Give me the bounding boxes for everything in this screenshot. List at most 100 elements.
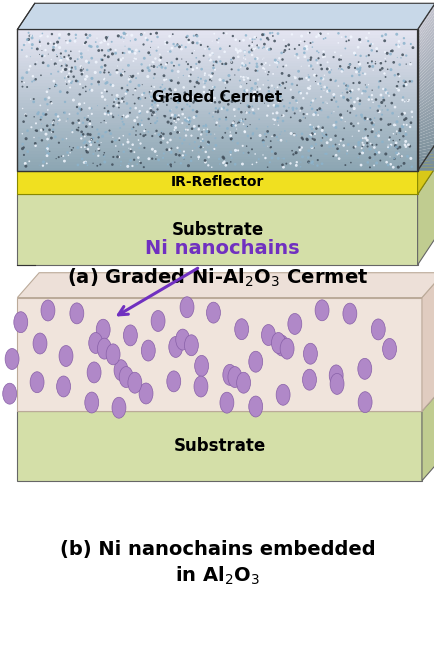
Ellipse shape	[87, 362, 101, 383]
Point	[326, 75, 333, 85]
Point	[42, 109, 49, 120]
Point	[372, 147, 379, 158]
Point	[166, 75, 173, 85]
Point	[87, 137, 94, 147]
Point	[247, 86, 254, 96]
Point	[86, 84, 93, 95]
Point	[363, 157, 370, 167]
Point	[178, 40, 185, 50]
Point	[191, 95, 197, 106]
Point	[151, 109, 158, 120]
Point	[18, 77, 25, 87]
Point	[46, 84, 53, 94]
Point	[31, 75, 38, 86]
Point	[77, 106, 84, 116]
Point	[182, 124, 189, 135]
Point	[381, 101, 388, 111]
Point	[187, 116, 194, 126]
Point	[153, 28, 160, 39]
Point	[38, 45, 45, 56]
Point	[214, 105, 221, 115]
Point	[125, 60, 132, 71]
Point	[151, 69, 158, 79]
Point	[328, 95, 335, 105]
Point	[401, 136, 408, 146]
Point	[81, 142, 88, 152]
Point	[135, 93, 142, 103]
Point	[88, 41, 95, 52]
Point	[120, 33, 127, 43]
Point	[57, 61, 64, 72]
Point	[240, 148, 247, 158]
Point	[238, 159, 245, 169]
Point	[157, 52, 164, 63]
Point	[102, 60, 108, 71]
Point	[98, 45, 105, 56]
Point	[297, 61, 304, 71]
Point	[84, 114, 91, 125]
Point	[316, 78, 323, 89]
Point	[101, 103, 108, 113]
Point	[200, 124, 207, 135]
Point	[78, 69, 85, 79]
Point	[359, 114, 366, 124]
Point	[103, 127, 110, 137]
Point	[408, 43, 415, 53]
Point	[386, 49, 393, 60]
Point	[232, 43, 239, 53]
Point	[368, 45, 375, 56]
Point	[34, 44, 41, 54]
Point	[195, 152, 202, 162]
Point	[303, 88, 310, 99]
Point	[132, 34, 138, 44]
Point	[282, 77, 289, 87]
Point	[251, 84, 258, 95]
Point	[237, 98, 243, 109]
Point	[276, 80, 283, 90]
Point	[395, 71, 402, 82]
Point	[22, 110, 29, 120]
Point	[123, 29, 130, 40]
Point	[281, 45, 288, 56]
Point	[238, 58, 245, 69]
Point	[344, 139, 351, 150]
Point	[219, 133, 226, 143]
Point	[248, 144, 255, 154]
Point	[361, 69, 368, 79]
Point	[293, 157, 299, 167]
Point	[114, 61, 121, 71]
Point	[78, 142, 85, 152]
Point	[150, 57, 157, 67]
Point	[190, 31, 197, 41]
Point	[154, 104, 161, 114]
Point	[263, 162, 270, 173]
Point	[148, 131, 155, 141]
Point	[39, 109, 46, 119]
Point	[254, 75, 261, 85]
Point	[288, 79, 295, 90]
Point	[204, 124, 210, 135]
Polygon shape	[17, 141, 417, 145]
Point	[160, 71, 167, 81]
Point	[227, 132, 234, 143]
Point	[392, 39, 399, 50]
Point	[53, 109, 59, 120]
Point	[108, 90, 115, 100]
Polygon shape	[417, 137, 434, 145]
Point	[337, 64, 344, 75]
Point	[392, 29, 399, 39]
Point	[261, 67, 268, 77]
Point	[372, 158, 379, 168]
Point	[141, 53, 148, 63]
Point	[370, 113, 377, 124]
Point	[240, 60, 247, 70]
Point	[288, 29, 295, 40]
Point	[264, 141, 271, 152]
Point	[163, 100, 170, 111]
Point	[193, 95, 200, 106]
Point	[227, 150, 233, 160]
Point	[273, 58, 280, 68]
Point	[215, 52, 222, 62]
Point	[148, 109, 155, 119]
Point	[233, 138, 240, 148]
